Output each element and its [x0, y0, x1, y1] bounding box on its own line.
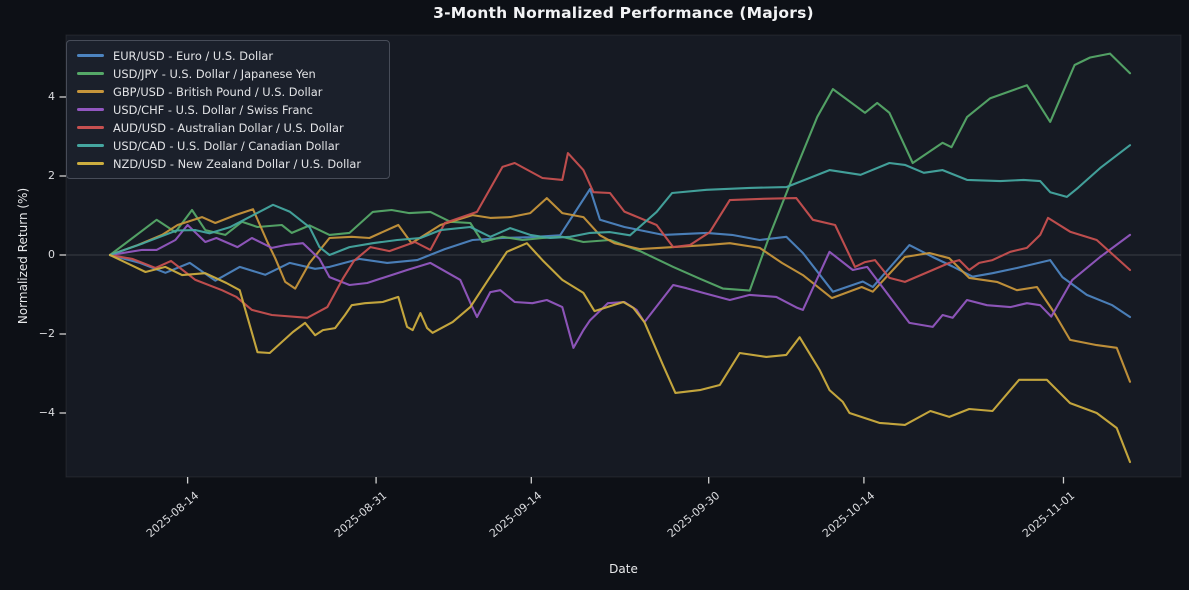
legend-label: EUR/USD - Euro / U.S. Dollar [113, 48, 274, 63]
legend-item-audusd: AUD/USD - Australian Dollar / U.S. Dolla… [77, 120, 379, 135]
y-tick-label: −2 [38, 326, 55, 340]
series-line-usdcad [108, 144, 1132, 257]
legend-swatch-icon [77, 54, 104, 57]
legend-label: NZD/USD - New Zealand Dollar / U.S. Doll… [113, 156, 362, 171]
legend-label: GBP/USD - British Pound / U.S. Dollar [113, 84, 323, 99]
y-tick-label: 4 [48, 89, 55, 103]
y-axis-label: Normalized Return (%) [16, 187, 30, 325]
legend-label: AUD/USD - Australian Dollar / U.S. Dolla… [113, 120, 344, 135]
series-line-nzdusd [108, 242, 1132, 464]
legend-swatch-icon [77, 72, 104, 75]
y-tick-label: −4 [38, 405, 55, 419]
legend-label: USD/CAD - U.S. Dollar / Canadian Dollar [113, 138, 340, 153]
legend-item-usdjpy: USD/JPY - U.S. Dollar / Japanese Yen [77, 66, 379, 81]
legend-swatch-icon [77, 90, 104, 93]
series-line-gbpusd [108, 197, 1132, 383]
y-tick-label: 2 [48, 168, 55, 182]
legend-item-usdchf: USD/CHF - U.S. Dollar / Swiss Franc [77, 102, 379, 117]
legend-swatch-icon [77, 144, 104, 147]
legend-label: USD/JPY - U.S. Dollar / Japanese Yen [113, 66, 316, 81]
legend-swatch-icon [77, 108, 104, 111]
legend-item-eurusd: EUR/USD - Euro / U.S. Dollar [77, 48, 379, 63]
chart-title: 3-Month Normalized Performance (Majors) [433, 4, 814, 22]
series-line-usdchf [108, 223, 1132, 349]
legend-item-nzdusd: NZD/USD - New Zealand Dollar / U.S. Doll… [77, 156, 379, 171]
x-axis-label: Date [609, 562, 638, 576]
series-line-usdjpy [108, 52, 1132, 292]
series-line-eurusd [108, 187, 1132, 319]
legend-label: USD/CHF - U.S. Dollar / Swiss Franc [113, 102, 313, 117]
series-line-audusd [108, 152, 1132, 319]
legend: EUR/USD - Euro / U.S. Dollar USD/JPY - U.… [66, 40, 390, 179]
legend-swatch-icon [77, 162, 104, 165]
legend-item-gbpusd: GBP/USD - British Pound / U.S. Dollar [77, 84, 379, 99]
legend-item-usdcad: USD/CAD - U.S. Dollar / Canadian Dollar [77, 138, 379, 153]
legend-swatch-icon [77, 126, 104, 129]
y-tick-label: 0 [48, 247, 55, 261]
